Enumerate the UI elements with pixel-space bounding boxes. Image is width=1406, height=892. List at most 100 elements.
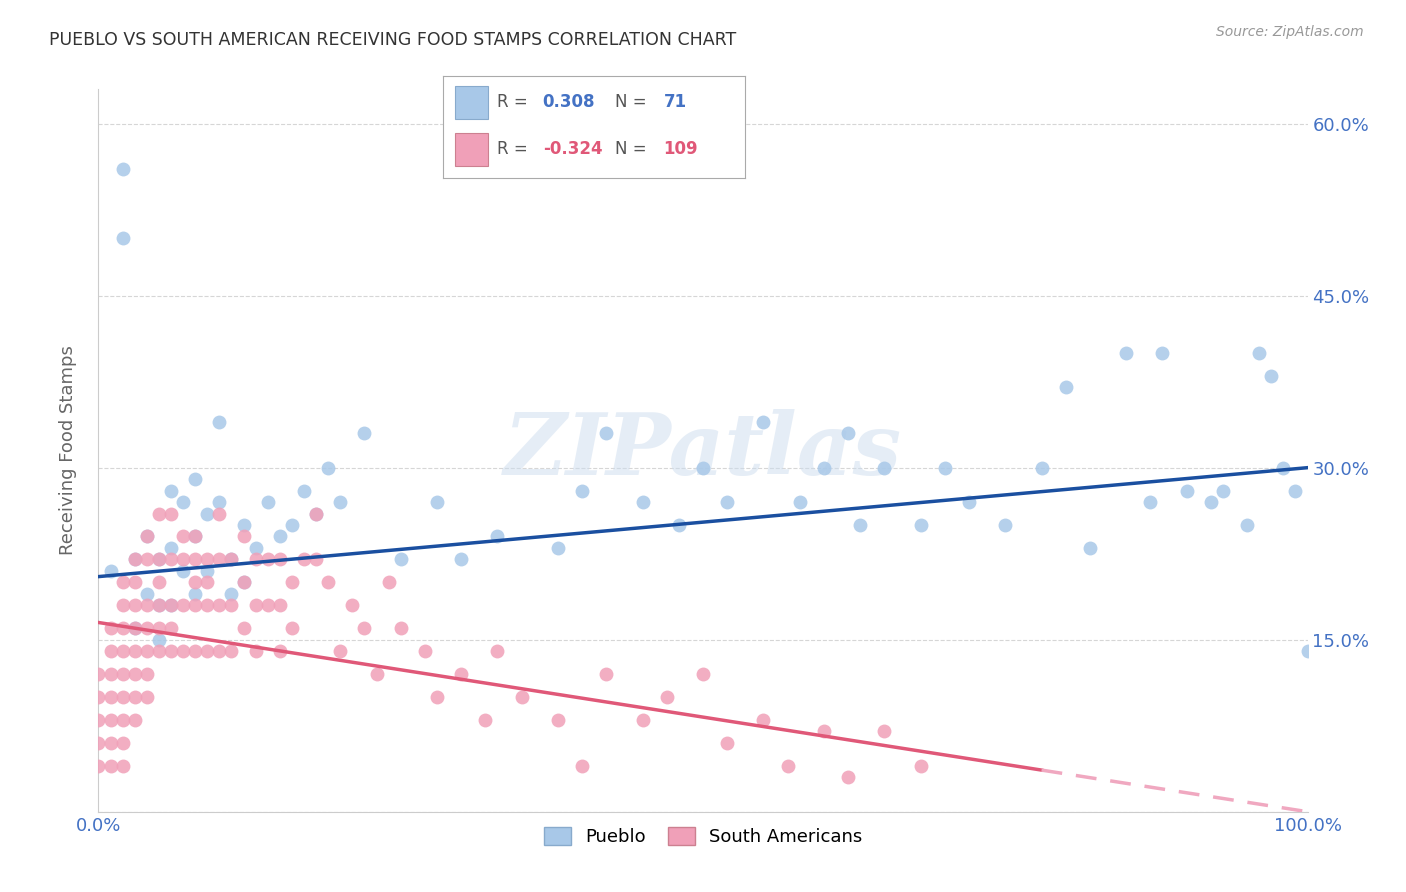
Point <box>377 575 399 590</box>
Point <box>1272 460 1295 475</box>
Point <box>135 552 157 566</box>
Point <box>148 599 170 613</box>
Point <box>366 667 388 681</box>
Point <box>111 621 134 635</box>
Point <box>1031 460 1053 475</box>
Point <box>329 495 352 509</box>
Point <box>100 759 122 773</box>
Point <box>849 518 872 533</box>
Point <box>195 507 218 521</box>
Point <box>124 667 146 681</box>
Point <box>124 621 146 635</box>
Point <box>837 426 859 441</box>
Point <box>269 552 291 566</box>
Point <box>148 599 170 613</box>
Point <box>245 644 267 658</box>
Point <box>353 426 375 441</box>
Point <box>450 552 472 566</box>
Point <box>1212 483 1234 498</box>
Point <box>172 564 194 578</box>
Point <box>208 507 231 521</box>
Point <box>124 552 146 566</box>
Point <box>135 599 157 613</box>
Text: PUEBLO VS SOUTH AMERICAN RECEIVING FOOD STAMPS CORRELATION CHART: PUEBLO VS SOUTH AMERICAN RECEIVING FOOD … <box>49 31 737 49</box>
Point <box>124 599 146 613</box>
Point <box>389 552 412 566</box>
Point <box>1199 495 1222 509</box>
Point <box>87 667 110 681</box>
Point <box>547 713 569 727</box>
Point <box>281 518 304 533</box>
Point <box>342 599 364 613</box>
Point <box>135 667 157 681</box>
Point <box>776 759 799 773</box>
Point <box>752 713 775 727</box>
Point <box>148 644 170 658</box>
Point <box>305 507 328 521</box>
Point <box>148 632 170 647</box>
Point <box>994 518 1017 533</box>
Point <box>160 507 183 521</box>
Bar <box>456 133 488 166</box>
Point <box>595 426 617 441</box>
Point <box>100 690 122 704</box>
Text: N =: N = <box>616 140 647 158</box>
Point <box>172 495 194 509</box>
Point <box>111 713 134 727</box>
Point <box>547 541 569 555</box>
Point <box>160 599 183 613</box>
Point <box>232 621 254 635</box>
Point <box>124 621 146 635</box>
Point <box>910 518 932 533</box>
Point <box>1054 380 1077 394</box>
Point <box>184 599 207 613</box>
Point <box>316 575 339 590</box>
Point <box>269 529 291 543</box>
Point <box>100 644 122 658</box>
Point <box>281 621 304 635</box>
Point <box>135 529 157 543</box>
Point <box>486 529 509 543</box>
Point <box>221 552 243 566</box>
Point <box>160 483 183 498</box>
Point <box>135 529 157 543</box>
Text: N =: N = <box>616 93 647 111</box>
Point <box>873 460 896 475</box>
Point <box>389 621 412 635</box>
Point <box>426 495 449 509</box>
Point <box>1139 495 1161 509</box>
Point <box>184 472 207 486</box>
Point <box>160 599 183 613</box>
Point <box>160 541 183 555</box>
Point <box>353 621 375 635</box>
Point <box>135 690 157 704</box>
Point <box>256 495 278 509</box>
Point <box>934 460 956 475</box>
Point <box>100 667 122 681</box>
Point <box>111 162 134 177</box>
Text: R =: R = <box>498 93 529 111</box>
Point <box>510 690 533 704</box>
Point <box>837 770 859 784</box>
Point <box>1296 644 1319 658</box>
Point <box>245 541 267 555</box>
Point <box>256 552 278 566</box>
Point <box>100 713 122 727</box>
Point <box>1078 541 1101 555</box>
Point <box>232 529 254 543</box>
Point <box>124 713 146 727</box>
Text: ZIPatlas: ZIPatlas <box>503 409 903 492</box>
Point <box>111 759 134 773</box>
Point <box>873 724 896 739</box>
Point <box>269 599 291 613</box>
Point <box>135 587 157 601</box>
Point <box>135 621 157 635</box>
Point <box>316 460 339 475</box>
Point <box>160 644 183 658</box>
Point <box>292 552 315 566</box>
Point <box>486 644 509 658</box>
Point <box>245 552 267 566</box>
Point <box>148 507 170 521</box>
Point <box>172 529 194 543</box>
Point <box>87 713 110 727</box>
